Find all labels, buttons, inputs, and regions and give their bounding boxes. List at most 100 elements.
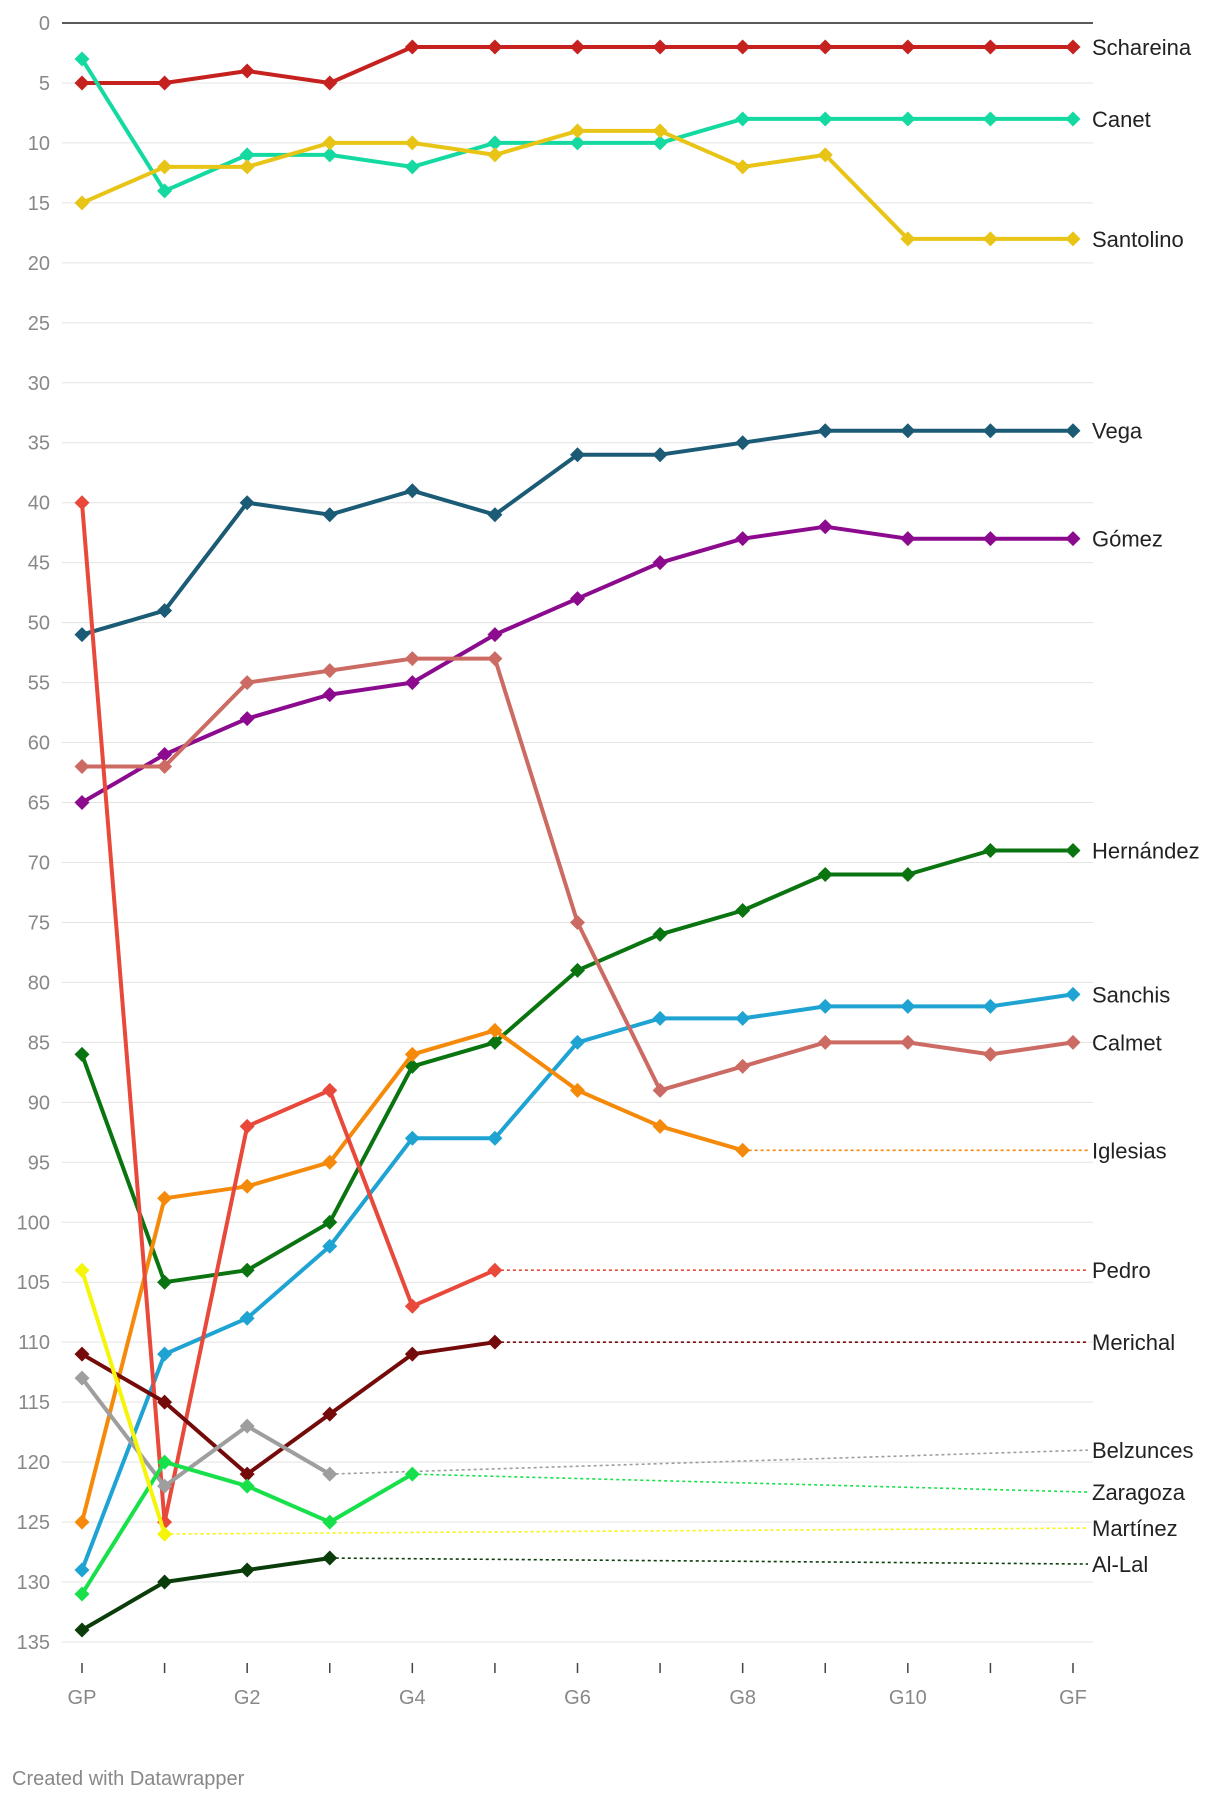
y-tick-label: 105	[17, 1272, 50, 1294]
data-point-santolino	[74, 195, 90, 211]
data-point-calmet	[157, 759, 173, 775]
series-line-al-lal	[80, 1556, 332, 1632]
data-point-sanchis	[735, 1010, 751, 1026]
y-tick-label: 35	[28, 433, 50, 455]
data-point-gomez	[404, 675, 420, 691]
data-point-al-lal	[239, 1562, 255, 1578]
data-point-hernandez	[1065, 842, 1081, 858]
data-point-sanchis	[817, 998, 833, 1014]
data-point-gomez	[322, 687, 338, 703]
data-point-hernandez	[817, 866, 833, 882]
data-point-canet	[74, 51, 90, 67]
data-point-calmet	[652, 1082, 668, 1098]
data-point-canet	[239, 147, 255, 163]
data-point-iglesias	[735, 1142, 751, 1158]
data-point-iglesias	[322, 1154, 338, 1170]
data-point-merichal	[404, 1346, 420, 1362]
data-point-santolino	[900, 231, 916, 247]
data-point-vega	[74, 627, 90, 643]
data-point-schareina	[817, 39, 833, 55]
data-point-hernandez	[322, 1214, 338, 1230]
data-point-schareina	[652, 39, 668, 55]
data-point-canet	[817, 111, 833, 127]
data-point-gomez	[817, 519, 833, 535]
data-point-schareina	[735, 39, 751, 55]
data-point-gomez	[652, 555, 668, 571]
x-tick-label: G8	[729, 1687, 756, 1709]
guide-line-al-lal	[329, 1557, 1089, 1565]
data-point-santolino	[322, 135, 338, 151]
series-line-merichal	[80, 1340, 497, 1477]
data-point-iglesias	[487, 1022, 503, 1038]
series-label-al-lal: Al-Lal	[1092, 1552, 1148, 1577]
data-point-calmet	[900, 1034, 916, 1050]
series-label-iglesias: Iglesias	[1092, 1138, 1167, 1163]
data-point-pedro	[322, 1082, 338, 1098]
data-point-gomez	[74, 795, 90, 811]
data-point-schareina	[982, 39, 998, 55]
data-point-schareina	[239, 63, 255, 79]
data-point-zaragoza	[74, 1586, 90, 1602]
data-point-zaragoza	[239, 1478, 255, 1494]
data-point-schareina	[1065, 39, 1081, 55]
y-tick-label: 15	[28, 193, 50, 215]
guide-line-zaragoza	[412, 1473, 1089, 1493]
data-point-canet	[900, 111, 916, 127]
data-point-hernandez	[487, 1034, 503, 1050]
data-point-santolino	[817, 147, 833, 163]
y-tick-label: 100	[17, 1212, 50, 1234]
y-tick-label: 115	[18, 1392, 50, 1414]
data-point-schareina	[74, 75, 90, 91]
x-tick-label: G10	[889, 1687, 927, 1709]
data-point-sanchis	[1065, 986, 1081, 1002]
y-tick-label: 125	[17, 1512, 50, 1534]
series-label-martinez: Martínez	[1092, 1516, 1178, 1541]
series-label-belzunces: Belzunces	[1092, 1438, 1194, 1463]
data-point-iglesias	[157, 1190, 173, 1206]
data-point-santolino	[487, 147, 503, 163]
grid-lines	[62, 22, 1093, 1643]
data-point-gomez	[570, 591, 585, 607]
series-line-calmet	[80, 656, 1075, 1093]
data-point-vega	[487, 507, 503, 523]
data-point-schareina	[157, 75, 173, 91]
data-point-canet	[652, 135, 668, 151]
y-tick-label: 65	[28, 793, 50, 815]
series-label-canet: Canet	[1092, 107, 1151, 132]
y-tick-label: 0	[39, 13, 50, 35]
data-point-iglesias	[74, 1514, 90, 1530]
data-point-hernandez	[404, 1058, 420, 1074]
data-point-zaragoza	[157, 1454, 173, 1470]
series-label-pedro: Pedro	[1092, 1258, 1151, 1283]
data-point-vega	[570, 447, 585, 463]
y-tick-label: 10	[28, 133, 50, 155]
y-tick-label: 120	[17, 1452, 50, 1474]
data-point-sanchis	[322, 1238, 338, 1254]
data-point-schareina	[570, 39, 585, 55]
data-point-al-lal	[74, 1622, 90, 1638]
data-point-calmet	[239, 675, 255, 691]
data-point-sanchis	[982, 998, 998, 1014]
data-point-merichal	[157, 1394, 173, 1410]
data-point-martinez	[157, 1526, 173, 1542]
data-point-merichal	[74, 1346, 90, 1362]
data-point-sanchis	[570, 1034, 585, 1050]
data-point-vega	[157, 603, 173, 619]
x-axis: GP G2 G4 G6 G8 G10 GF	[68, 1663, 1087, 1709]
data-point-calmet	[735, 1058, 751, 1074]
data-point-calmet	[570, 914, 585, 930]
data-point-vega	[404, 483, 420, 499]
data-point-sanchis	[404, 1130, 420, 1146]
guide-line-belzunces	[329, 1449, 1089, 1475]
y-tick-label: 95	[28, 1152, 50, 1174]
data-point-santolino	[570, 123, 585, 139]
series-label-vega: Vega	[1092, 419, 1143, 444]
data-point-hernandez	[74, 1046, 90, 1062]
data-point-hernandez	[239, 1262, 255, 1278]
series-line-gomez	[80, 524, 1075, 805]
data-point-vega	[900, 423, 916, 439]
y-tick-label: 20	[28, 253, 50, 275]
y-tick-label: 60	[28, 733, 50, 755]
series-label-santolino: Santolino	[1092, 227, 1184, 252]
